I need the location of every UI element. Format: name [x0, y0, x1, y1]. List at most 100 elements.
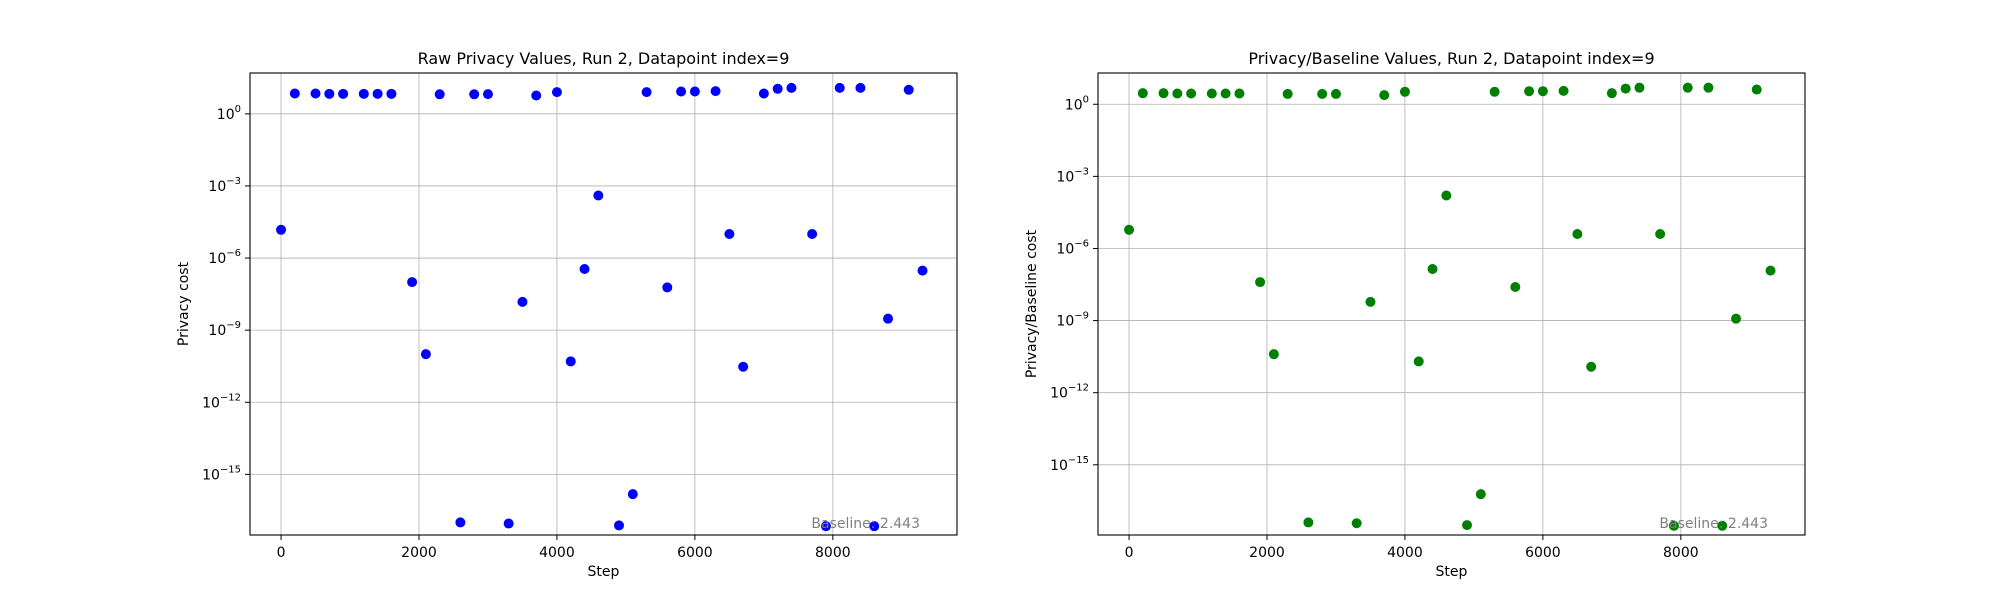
data-point — [1751, 84, 1762, 95]
data-point — [338, 88, 349, 99]
data-point — [372, 88, 383, 99]
data-point — [1399, 86, 1410, 97]
x-tick-label: 0 — [1125, 545, 1134, 561]
data-point — [531, 90, 542, 101]
x-tick-label: 8000 — [1663, 545, 1699, 561]
data-point — [386, 88, 397, 99]
y-tick-label: 10−3 — [208, 176, 241, 195]
data-point — [289, 88, 300, 99]
data-point — [420, 349, 431, 360]
data-point — [1558, 85, 1569, 96]
data-point — [1634, 82, 1645, 93]
data-point — [358, 88, 369, 99]
data-point — [1586, 361, 1597, 372]
data-point — [1365, 296, 1376, 307]
data-point — [565, 356, 576, 367]
axes-frame — [1097, 72, 1806, 536]
data-point — [1441, 190, 1452, 201]
data-point — [917, 265, 928, 276]
data-point — [1475, 489, 1486, 500]
x-tick-label: 2000 — [401, 545, 437, 561]
y-tick-label: 10−9 — [208, 320, 241, 339]
data-point — [883, 313, 894, 324]
y-tick-label: 100 — [217, 104, 241, 123]
data-point — [724, 229, 735, 240]
data-point — [1137, 88, 1148, 99]
data-point — [834, 82, 845, 93]
data-point — [1413, 356, 1424, 367]
data-point — [614, 520, 625, 531]
data-point — [551, 87, 562, 98]
data-point — [1317, 88, 1328, 99]
data-point — [738, 361, 749, 372]
data-point — [820, 521, 831, 532]
y-tick-label: 10−15 — [202, 464, 241, 483]
chart-title: Privacy/Baseline Values, Run 2, Datapoin… — [1248, 49, 1654, 68]
data-point — [276, 224, 287, 235]
data-point — [1206, 88, 1217, 99]
data-point — [1682, 82, 1693, 93]
plot-area — [250, 73, 957, 535]
plot-area — [1098, 73, 1805, 535]
chart-panel-raw-privacy: 0 2000 4000 6000 8000 10−15 10−12 10−9 10−6 10−3 1… — [176, 49, 958, 580]
data-point — [1158, 88, 1169, 99]
data-point — [1462, 520, 1473, 531]
data-point — [1731, 313, 1742, 324]
data-point — [641, 87, 652, 98]
x-tick-label: 8000 — [815, 545, 851, 561]
data-point — [1703, 82, 1714, 93]
data-point — [627, 489, 638, 500]
baseline-annotation: Baseline: 2.443 — [1659, 516, 1768, 532]
data-point — [1351, 518, 1362, 529]
data-point — [310, 88, 321, 99]
data-point — [1606, 88, 1617, 99]
data-point — [1668, 520, 1679, 531]
y-tick-label: 10−3 — [1056, 166, 1089, 185]
data-point — [1379, 90, 1390, 101]
baseline-annotation: Baseline: 2.443 — [811, 516, 920, 532]
data-point — [1655, 229, 1666, 240]
data-point — [710, 86, 721, 97]
data-point — [772, 83, 783, 94]
axes-frame — [249, 72, 958, 536]
data-point — [786, 82, 797, 93]
y-tick-label: 10−12 — [202, 392, 241, 411]
data-point — [1524, 86, 1535, 97]
x-axis-label: Step — [588, 564, 620, 580]
data-point — [1620, 83, 1631, 94]
data-point — [903, 84, 914, 95]
data-point — [1427, 264, 1438, 275]
y-tick-label: 10−15 — [1050, 455, 1089, 474]
y-tick-label: 10−12 — [1050, 383, 1089, 402]
data-point — [1572, 229, 1583, 240]
data-point — [1255, 277, 1266, 288]
y-axis-label: Privacy cost — [176, 261, 192, 346]
data-point — [517, 296, 528, 307]
data-point — [407, 277, 418, 288]
data-point — [469, 89, 480, 100]
data-point — [1186, 88, 1197, 99]
y-tick-label: 10−9 — [1056, 311, 1089, 330]
x-tick-label: 0 — [277, 545, 286, 561]
data-point — [1330, 88, 1341, 99]
data-point — [579, 264, 590, 275]
data-point — [1717, 520, 1728, 531]
data-point — [807, 229, 818, 240]
data-point — [1765, 265, 1776, 276]
x-tick-label: 6000 — [677, 545, 713, 561]
data-point — [503, 518, 514, 529]
data-point — [676, 86, 687, 97]
data-point — [662, 282, 673, 293]
chart-title: Raw Privacy Values, Run 2, Datapoint ind… — [418, 49, 790, 68]
data-point — [455, 517, 466, 528]
data-point — [1172, 88, 1183, 99]
data-point — [324, 88, 335, 99]
data-point — [855, 82, 866, 93]
data-point — [434, 89, 445, 100]
data-point — [1124, 224, 1135, 235]
data-point — [1268, 349, 1279, 360]
data-point — [869, 521, 880, 532]
data-point — [1282, 88, 1293, 99]
data-point — [1220, 88, 1231, 99]
